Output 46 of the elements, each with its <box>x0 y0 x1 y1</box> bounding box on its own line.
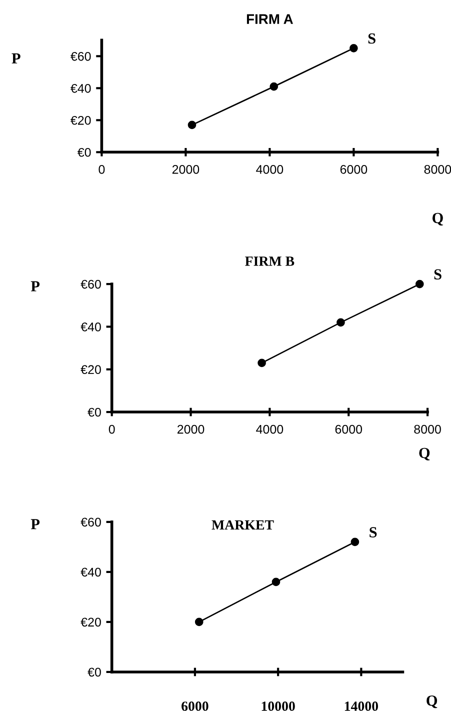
y-tick-label: €60 <box>70 52 91 61</box>
x-tick-label: 14000 <box>344 702 378 711</box>
x-tick-label: 4000 <box>256 164 284 174</box>
y-tick-label: €40 <box>70 84 91 93</box>
x-tick-label: 6000 <box>340 164 368 174</box>
chart-title: FIRM B <box>245 256 294 266</box>
chart-title: MARKET <box>212 520 274 530</box>
x-tick-label: 0 <box>108 424 115 434</box>
x-axis-title: Q <box>419 448 430 460</box>
x-tick-label: 2000 <box>178 424 204 434</box>
annotation: S <box>370 527 377 538</box>
point <box>336 318 345 327</box>
x-tick-label: 10000 <box>262 702 295 711</box>
y-tick-label: €20 <box>70 116 91 125</box>
y-tick-label: €20 <box>80 365 101 374</box>
y-tick-label: €0 <box>88 408 101 417</box>
point <box>270 82 278 91</box>
x-tick-label: 0 <box>98 164 105 174</box>
point <box>258 358 266 368</box>
annotation: S <box>434 269 442 280</box>
x-axis-title: Q <box>432 212 443 226</box>
x-tick-label: 8000 <box>414 424 441 434</box>
y-axis-title: P <box>12 53 20 64</box>
y-axis-title: P <box>30 281 40 292</box>
x-tick-label: 6000 <box>182 702 208 711</box>
point <box>272 578 280 586</box>
y-tick-label: €40 <box>80 322 101 332</box>
chart-title: FIRM A <box>246 14 293 24</box>
y-tick-label: €60 <box>80 518 101 527</box>
x-tick-label: 6000 <box>335 424 362 434</box>
point <box>350 538 360 546</box>
y-tick-label: €0 <box>77 148 91 157</box>
y-tick-label: €20 <box>80 618 101 627</box>
y-tick-label: €0 <box>88 668 101 677</box>
x-tick-label: 4000 <box>256 424 284 434</box>
y-tick-label: €40 <box>80 568 101 577</box>
x-tick-label: 2000 <box>172 164 200 174</box>
point <box>415 280 424 288</box>
point <box>350 44 358 52</box>
point <box>188 120 196 130</box>
y-tick-label: €60 <box>80 280 101 289</box>
point <box>194 618 204 626</box>
x-tick-label: 8000 <box>424 164 451 174</box>
x-axis-title: Q <box>426 696 438 708</box>
y-axis-title: P <box>30 519 40 530</box>
annotation: S <box>368 33 376 44</box>
